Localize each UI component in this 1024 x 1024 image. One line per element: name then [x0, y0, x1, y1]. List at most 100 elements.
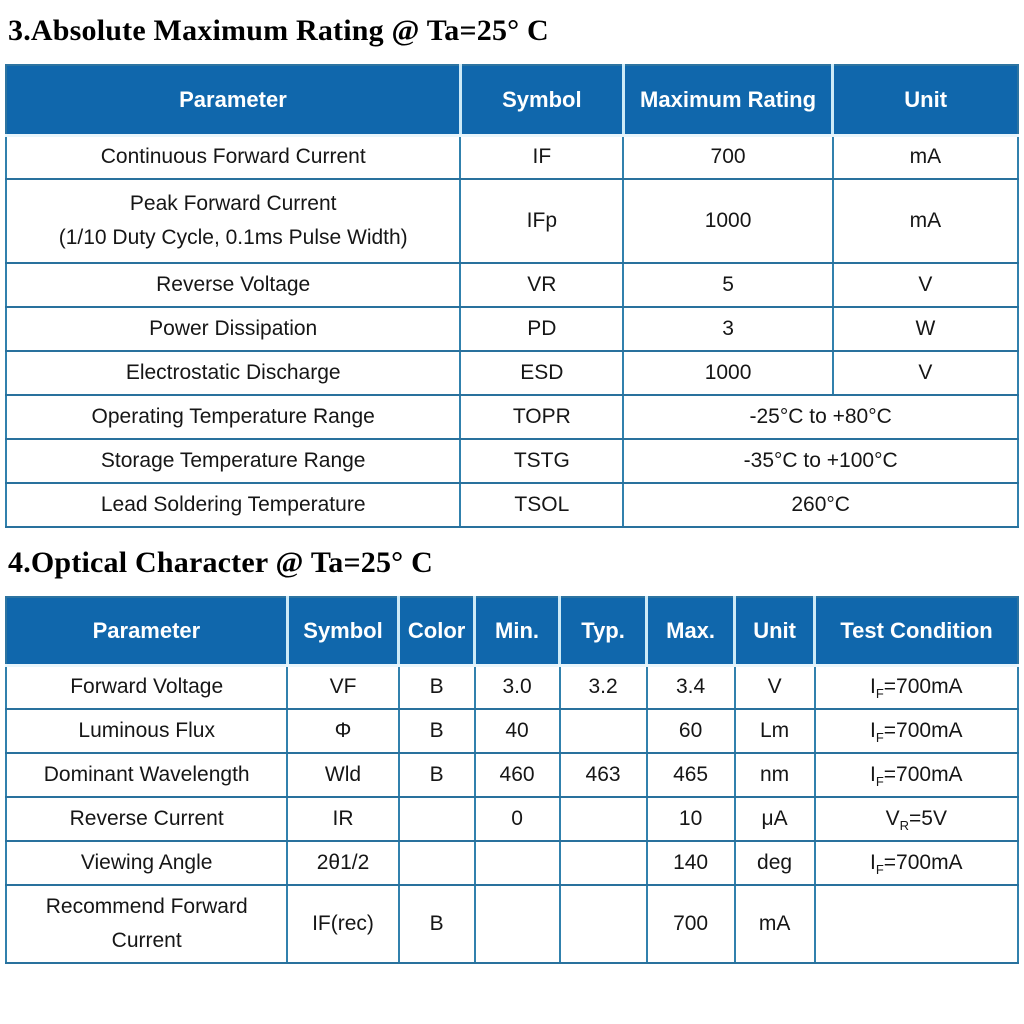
test-condition-cell: IF=700mA	[813, 752, 1020, 798]
parameter-cell: Operating Temperature Range	[4, 394, 462, 440]
header-max: Max.	[646, 597, 737, 667]
symbol-cell: TOPR	[459, 394, 625, 440]
unit-cell: V	[831, 350, 1020, 396]
parameter-cell: Luminous Flux	[4, 708, 289, 754]
min-cell	[473, 840, 561, 886]
table-row: Reverse Current IR 0 10 μA VR=5V	[4, 796, 1020, 842]
table-header-row: Parameter Symbol Color Min. Typ. Max. Un…	[6, 597, 1018, 667]
parameter-cell: Reverse Current	[4, 796, 289, 842]
rating-cell-merged: -25°C to +80°C	[622, 394, 1019, 440]
min-cell: 40	[473, 708, 561, 754]
table-row: Viewing Angle 2θ1/2 140 deg IF=700mA	[4, 840, 1020, 886]
typ-cell: 3.2	[558, 664, 648, 710]
header-parameter: Parameter	[6, 597, 289, 667]
max-cell: 700	[645, 884, 736, 964]
symbol-cell: ESD	[459, 350, 625, 396]
parameter-cell: Peak Forward Current (1/10 Duty Cycle, 0…	[4, 178, 462, 264]
symbol-cell: VR	[459, 262, 625, 308]
parameter-cell: Dominant Wavelength	[4, 752, 289, 798]
color-cell: B	[397, 664, 476, 710]
min-cell: 460	[473, 752, 561, 798]
header-unit: Unit	[734, 597, 817, 667]
header-typ: Typ.	[559, 597, 649, 667]
max-cell: 3.4	[645, 664, 736, 710]
parameter-line2: (1/10 Duty Cycle, 0.1ms Pulse Width)	[58, 226, 408, 249]
parameter-cell: Recommend Forward Current	[4, 884, 289, 964]
min-cell	[473, 884, 561, 964]
test-condition-cell: VR=5V	[813, 796, 1020, 842]
symbol-cell: IF(rec)	[286, 884, 400, 964]
header-color: Color	[398, 597, 477, 667]
table-row: Lead Soldering Temperature TSOL 260°C	[4, 482, 1019, 528]
typ-cell	[558, 884, 648, 964]
symbol-cell: TSOL	[459, 482, 625, 528]
unit-cell: μA	[733, 796, 816, 842]
parameter-cell: Forward Voltage	[4, 664, 289, 710]
symbol-cell: IR	[286, 796, 400, 842]
color-cell: B	[397, 752, 476, 798]
color-cell: B	[397, 884, 476, 964]
table-row: Luminous Flux Φ B 40 60 Lm IF=700mA	[4, 708, 1020, 754]
symbol-cell: 2θ1/2	[286, 840, 400, 886]
header-test-condition: Test Condition	[814, 597, 1018, 667]
optical-character-table: Parameter Symbol Color Min. Typ. Max. Un…	[4, 596, 1020, 964]
max-cell: 465	[645, 752, 736, 798]
symbol-cell: IFp	[459, 178, 625, 264]
table-row: Reverse Voltage VR 5 V	[4, 262, 1020, 308]
max-cell: 10	[645, 796, 736, 842]
table-row: Forward Voltage VF B 3.0 3.2 3.4 V IF=70…	[4, 664, 1020, 710]
typ-cell	[558, 840, 648, 886]
parameter-line2: Current	[111, 929, 182, 952]
typ-cell: 463	[558, 752, 648, 798]
min-cell: 3.0	[473, 664, 561, 710]
rating-cell-merged: -35°C to +100°C	[622, 438, 1019, 484]
test-condition-cell: IF=700mA	[813, 708, 1020, 754]
header-min: Min.	[474, 597, 562, 667]
typ-cell	[558, 796, 648, 842]
header-symbol: Symbol	[460, 65, 625, 137]
rating-cell: 5	[622, 262, 834, 308]
unit-cell: deg	[733, 840, 816, 886]
rating-cell-merged: 260°C	[622, 482, 1019, 528]
header-maximum-rating: Maximum Rating	[623, 65, 835, 137]
symbol-cell: TSTG	[459, 438, 625, 484]
parameter-cell: Lead Soldering Temperature	[4, 482, 462, 528]
parameter-cell: Electrostatic Discharge	[4, 350, 462, 396]
color-cell	[397, 796, 476, 842]
section2-title: 4.Optical Character @ Ta=25° C	[8, 546, 433, 579]
header-parameter: Parameter	[6, 65, 462, 137]
typ-cell	[558, 708, 648, 754]
symbol-cell: IF	[459, 134, 625, 180]
table-row: Continuous Forward Current IF 700 mA	[4, 134, 1020, 180]
symbol-cell: Φ	[286, 708, 400, 754]
parameter-line1: Peak Forward Current	[129, 192, 337, 215]
parameter-cell: Storage Temperature Range	[4, 438, 462, 484]
table-row: Dominant Wavelength Wld B 460 463 465 nm…	[4, 752, 1020, 798]
parameter-cell: Continuous Forward Current	[4, 134, 462, 180]
rating-cell: 700	[622, 134, 834, 180]
header-unit: Unit	[832, 65, 1018, 137]
max-cell: 60	[645, 708, 736, 754]
rating-cell: 1000	[622, 350, 834, 396]
test-condition-cell	[813, 884, 1020, 964]
rating-cell: 1000	[622, 178, 834, 264]
symbol-cell: PD	[459, 306, 625, 352]
table-row: Recommend Forward Current IF(rec) B 700 …	[4, 884, 1020, 964]
symbol-cell: VF	[286, 664, 400, 710]
unit-cell: Lm	[733, 708, 816, 754]
unit-cell: mA	[733, 884, 816, 964]
table-row: Electrostatic Discharge ESD 1000 V	[4, 350, 1020, 396]
test-condition-cell: IF=700mA	[813, 840, 1020, 886]
unit-cell: mA	[831, 178, 1020, 264]
parameter-cell: Reverse Voltage	[4, 262, 462, 308]
min-cell: 0	[473, 796, 561, 842]
unit-cell: mA	[831, 134, 1020, 180]
table-row: Operating Temperature Range TOPR -25°C t…	[4, 394, 1019, 440]
parameter-cell: Power Dissipation	[4, 306, 462, 352]
parameter-line1: Recommend Forward	[45, 895, 248, 918]
symbol-cell: Wld	[286, 752, 400, 798]
parameter-cell: Viewing Angle	[4, 840, 289, 886]
absolute-maximum-rating-table: Parameter Symbol Maximum Rating Unit Con…	[4, 64, 1020, 528]
color-cell: B	[397, 708, 476, 754]
